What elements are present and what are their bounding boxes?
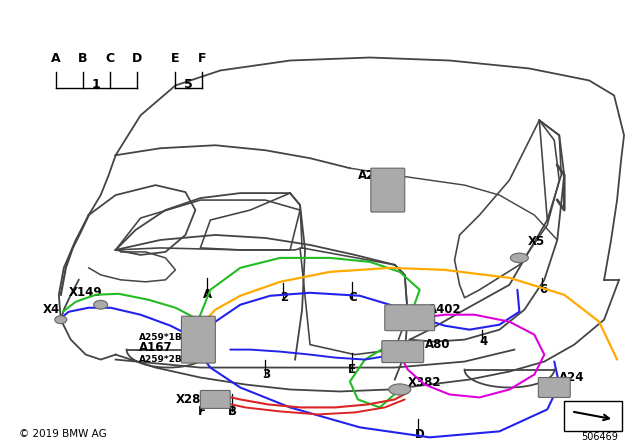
- FancyBboxPatch shape: [538, 378, 570, 397]
- Ellipse shape: [511, 253, 529, 263]
- Text: © 2019 BMW AG: © 2019 BMW AG: [19, 429, 107, 439]
- Text: B: B: [78, 52, 88, 65]
- FancyBboxPatch shape: [371, 168, 404, 212]
- Ellipse shape: [388, 384, 411, 395]
- FancyBboxPatch shape: [564, 401, 622, 431]
- Text: X28: X28: [175, 393, 201, 406]
- Ellipse shape: [93, 300, 108, 309]
- Text: X5: X5: [527, 236, 545, 249]
- Text: F: F: [197, 405, 205, 418]
- Text: C: C: [105, 52, 114, 65]
- Text: A: A: [51, 52, 61, 65]
- Text: E: E: [171, 52, 180, 65]
- Text: 5: 5: [184, 78, 193, 91]
- Text: A167: A167: [139, 341, 172, 354]
- Text: A80: A80: [425, 338, 450, 351]
- Text: 506469: 506469: [580, 432, 618, 442]
- Text: 3: 3: [262, 368, 270, 381]
- Text: A259*1B: A259*1B: [139, 333, 182, 342]
- Text: F: F: [198, 52, 207, 65]
- FancyBboxPatch shape: [382, 340, 424, 362]
- Text: C: C: [348, 291, 356, 304]
- Text: B: B: [228, 405, 237, 418]
- Text: X382: X382: [408, 376, 441, 389]
- Text: X149: X149: [68, 286, 102, 299]
- Text: D: D: [131, 52, 141, 65]
- FancyBboxPatch shape: [200, 391, 230, 409]
- Ellipse shape: [55, 316, 67, 324]
- Text: A259*2B: A259*2B: [139, 355, 182, 364]
- Text: 2: 2: [280, 291, 288, 304]
- Text: 1: 1: [92, 78, 100, 91]
- Text: A: A: [204, 288, 212, 301]
- Text: A24: A24: [559, 371, 585, 384]
- Text: 6: 6: [540, 283, 548, 296]
- Text: D: D: [415, 428, 424, 441]
- Text: A402: A402: [428, 303, 461, 316]
- Text: X4: X4: [43, 303, 60, 316]
- FancyBboxPatch shape: [385, 305, 435, 331]
- FancyBboxPatch shape: [181, 316, 215, 363]
- Text: E: E: [348, 363, 356, 376]
- Text: 4: 4: [479, 335, 488, 348]
- Text: A258: A258: [358, 168, 392, 181]
